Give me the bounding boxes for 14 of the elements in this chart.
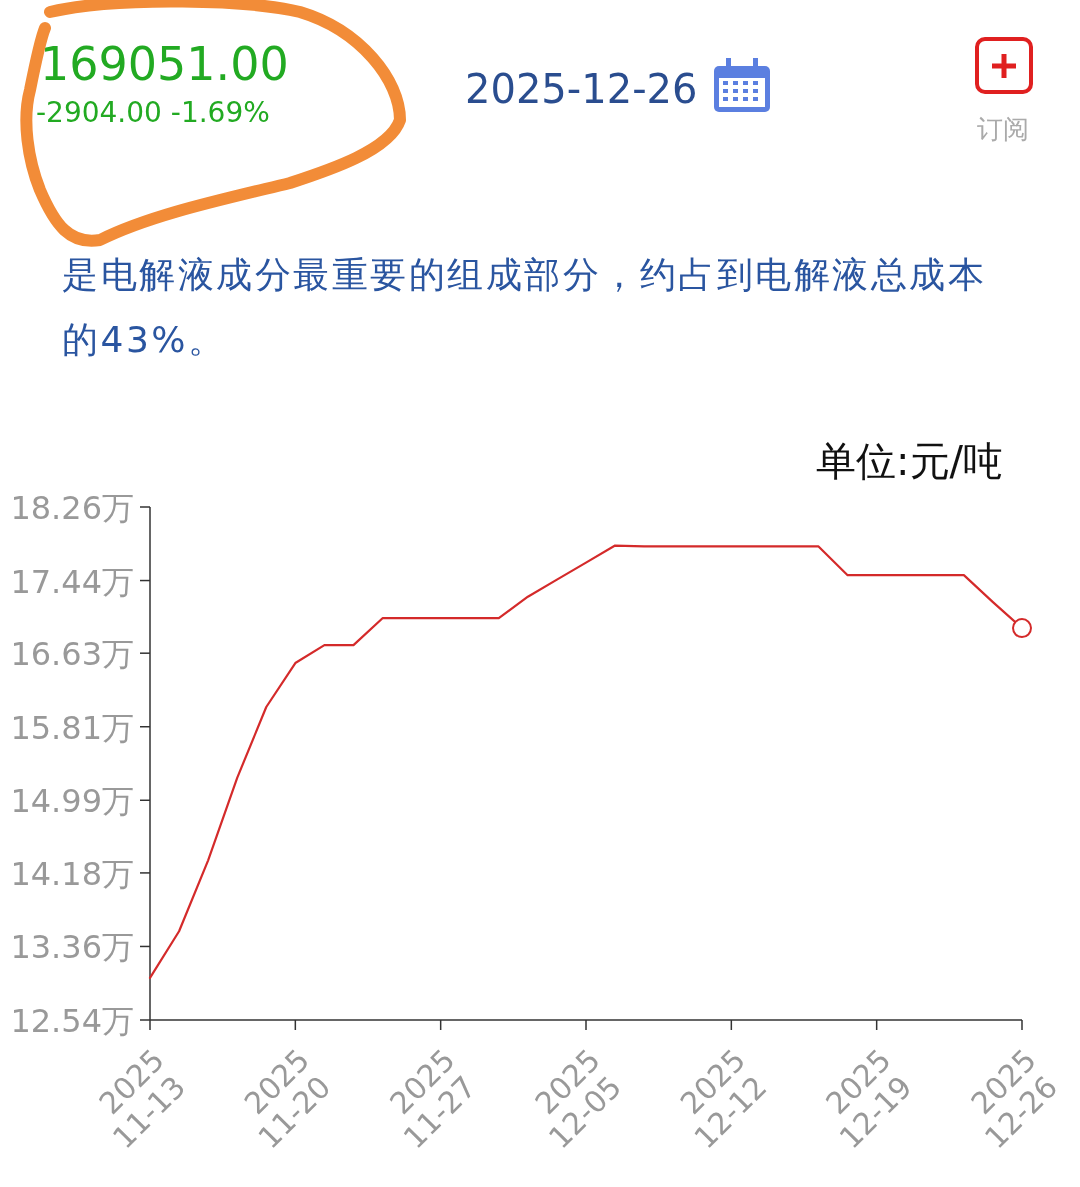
text: 2025-12-26	[465, 66, 698, 112]
y-tick-label: 14.99万	[10, 782, 134, 821]
y-tick-label: 13.36万	[10, 928, 134, 967]
text: 订阅	[977, 114, 1029, 144]
y-tick-label: 16.63万	[10, 635, 134, 674]
y-tick-label: 18.26万	[10, 489, 134, 527]
y-tick-label: 12.54万	[10, 1002, 134, 1040]
chart-subtitle: 是电解液成分最重要的组成部分，约占到电解液总成本的43%。	[62, 253, 987, 362]
text: -2904.00 -1.69%	[36, 96, 270, 129]
text: 169051.00	[40, 37, 289, 91]
y-tick-label: 17.44万	[10, 562, 134, 601]
y-tick-label: 14.18万	[10, 854, 134, 893]
y-axis-title: 单位:元/吨	[816, 438, 1003, 484]
y-tick-label: 15.81万	[10, 708, 134, 747]
